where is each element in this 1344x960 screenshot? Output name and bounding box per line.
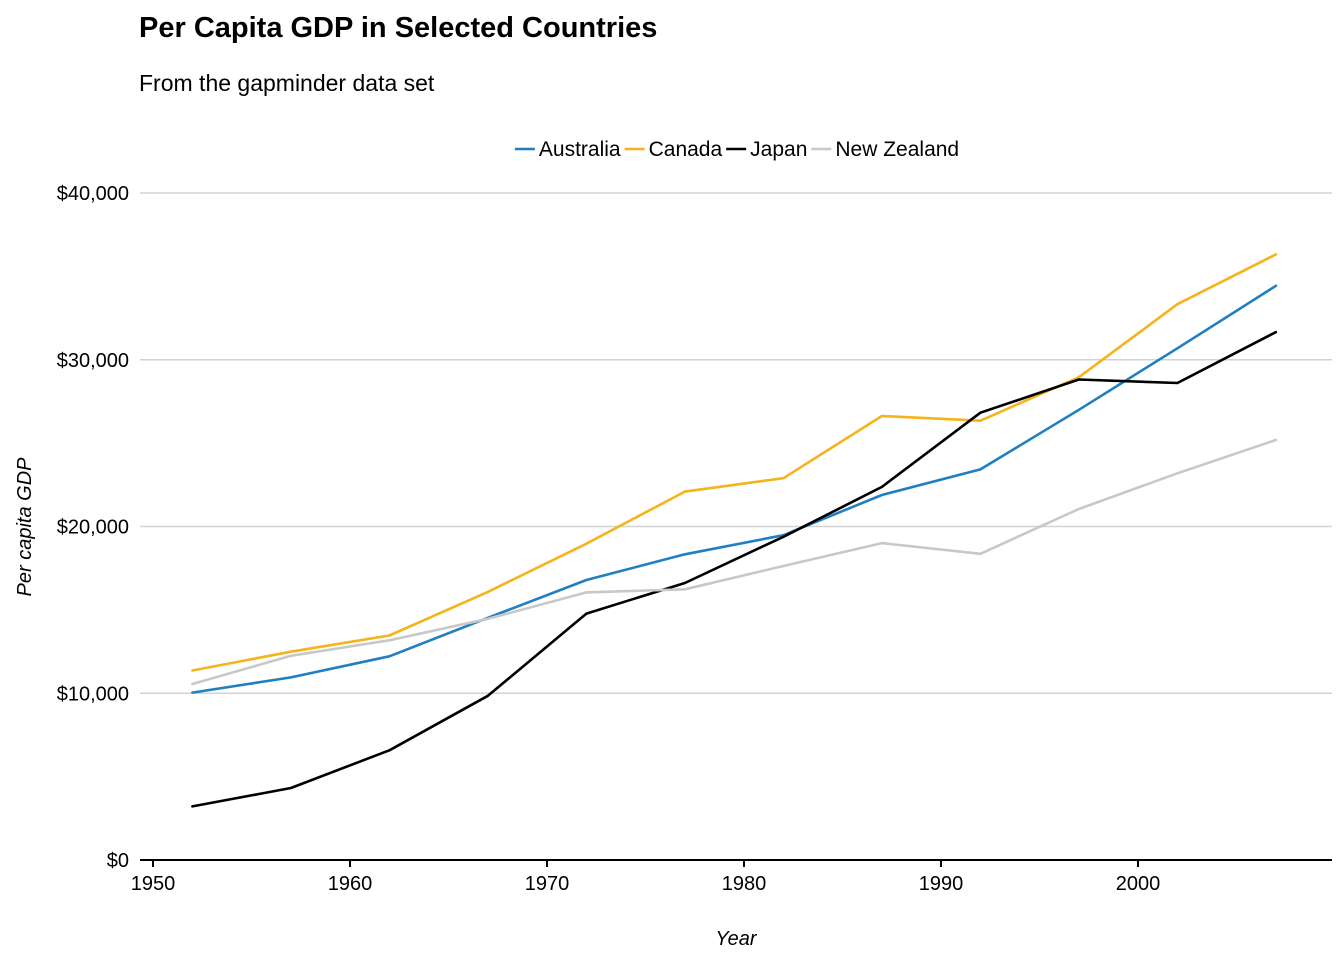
chart-title: Per Capita GDP in Selected Countries (139, 12, 658, 44)
gridlines (140, 192, 1332, 694)
legend-item: Canada (624, 138, 723, 161)
y-tick-label: $40,000 (57, 183, 129, 205)
x-axis-title: Year (715, 928, 757, 950)
y-tick-label: $0 (107, 850, 129, 872)
x-tick-label: 1950 (131, 873, 176, 895)
series-line-australia (191, 284, 1278, 694)
series-line-japan (191, 330, 1278, 808)
legend-label: New Zealand (835, 138, 959, 161)
legend-item: Australia (514, 138, 621, 161)
y-axis-title: Per capita GDP (14, 457, 36, 597)
legend-label: Australia (539, 138, 621, 161)
y-tick-label: $30,000 (57, 350, 129, 372)
legend-label: Japan (750, 138, 807, 161)
x-tick-label: 1970 (525, 873, 570, 895)
legend: Australia Canada Japan New Zealand (514, 138, 959, 161)
legend-item: New Zealand (811, 138, 959, 161)
series-lines (191, 253, 1278, 808)
series-line-canada (191, 253, 1278, 672)
legend-label: Canada (649, 138, 723, 161)
x-tick-label: 2000 (1116, 873, 1161, 895)
chart-subtitle: From the gapminder data set (139, 70, 435, 96)
x-tick-label: 1960 (328, 873, 373, 895)
axes: $0 $10,000 $20,000 $30,000 $40,000 1950 1960 19… (57, 183, 1332, 895)
x-tick-label: 1990 (919, 873, 964, 895)
y-tick-label: $10,000 (57, 683, 129, 705)
x-tick-label: 1980 (722, 873, 767, 895)
y-tick-label: $20,000 (57, 517, 129, 539)
series-line-new-zealand (191, 438, 1278, 686)
legend-item: Japan (726, 138, 807, 161)
